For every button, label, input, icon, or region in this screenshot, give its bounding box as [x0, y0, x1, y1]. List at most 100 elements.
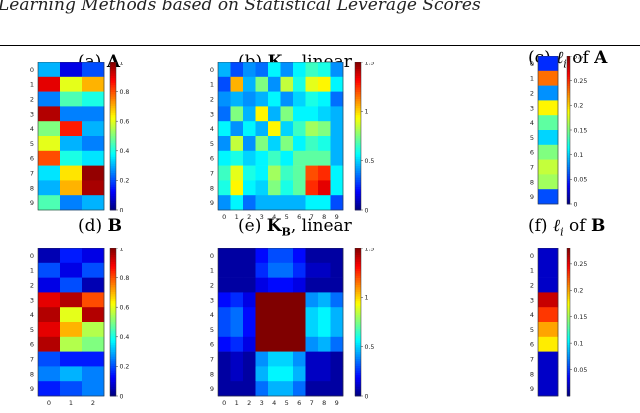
heatmap-cell [293, 322, 306, 338]
colorbar-segment [567, 322, 570, 325]
panel-e-title-math: K [266, 216, 282, 236]
colorbar-segment [355, 166, 361, 169]
colorbar-segment [110, 379, 116, 383]
heatmap-cell [305, 366, 319, 382]
colorbar-tick-label: 0.6 [120, 305, 130, 312]
colorbar-segment [567, 167, 570, 170]
heatmap-cell [280, 150, 294, 166]
colorbar-segment [110, 196, 116, 199]
heatmap-cell [38, 165, 61, 181]
x-tick-label: 1 [235, 399, 239, 407]
colorbar-segment [110, 368, 116, 371]
heatmap-cell [305, 195, 319, 211]
heatmap-cell [82, 366, 105, 382]
colorbar-segment [110, 200, 116, 204]
colorbar-tick-label: 0.4 [120, 334, 130, 341]
heatmap-cell [82, 150, 105, 166]
colorbar-segment [110, 278, 116, 281]
heatmap-cell [60, 292, 83, 308]
colorbar-segment [110, 354, 116, 358]
x-tick-label: 7 [310, 399, 314, 407]
colorbar-segment [110, 273, 116, 277]
heatmap-cell [330, 62, 344, 78]
colorbar-segment [567, 391, 570, 395]
x-tick-label: 6 [297, 399, 301, 407]
colorbar-segment [355, 259, 361, 263]
heatmap-cell [538, 351, 559, 367]
colorbar-segment [355, 368, 361, 371]
heatmap-cell [230, 121, 244, 137]
heatmap-cell [218, 91, 231, 107]
colorbar-segment [355, 94, 361, 98]
colorbar-segment [110, 68, 116, 72]
colorbar-tick-label: 0.05 [574, 177, 588, 184]
colorbar-segment [355, 379, 361, 383]
heatmap-cell [268, 195, 281, 211]
colorbar-segment [110, 154, 116, 158]
heatmap-cell [280, 336, 294, 352]
heatmap-cell [305, 62, 319, 78]
heatmap-cell [538, 159, 559, 175]
heatmap-cell [538, 115, 559, 131]
heatmap-cell [38, 106, 61, 122]
y-tick-label: 1 [30, 81, 34, 89]
heatmap-cell [268, 91, 281, 107]
heatmap-cell [293, 336, 306, 352]
heatmap-cell [230, 180, 244, 196]
colorbar-segment [110, 75, 116, 79]
colorbar-segment [110, 312, 116, 316]
heatmap-cell [230, 262, 244, 278]
heatmap-cell [318, 351, 331, 367]
colorbar-segment [355, 105, 361, 109]
heatmap-cell [38, 381, 61, 397]
heatmap-cell [330, 165, 344, 181]
heatmap-cell [230, 165, 244, 181]
colorbar-segment [355, 291, 361, 295]
colorbar-segment [355, 184, 361, 188]
heatmap-cell [255, 351, 269, 367]
colorbar-segment [355, 117, 361, 121]
heatmap-cell [218, 366, 231, 382]
colorbar-segment [355, 319, 361, 323]
heatmap-cell [280, 76, 294, 92]
heatmap-cell [230, 336, 244, 352]
colorbar-segment [567, 60, 570, 64]
colorbar-segment [110, 319, 116, 323]
colorbar-segment [355, 115, 361, 118]
heatmap-cell [38, 180, 61, 196]
heatmap-cell [330, 351, 344, 367]
colorbar-segment [110, 347, 116, 351]
colorbar-segment [110, 140, 116, 144]
colorbar-segment [110, 203, 116, 206]
y-tick-label: 9 [30, 199, 34, 207]
heatmap-cell [305, 307, 319, 323]
heatmap-cell [318, 381, 331, 397]
colorbar-segment [110, 363, 116, 367]
heatmap-cell [318, 180, 331, 196]
colorbar-segment [567, 125, 570, 129]
plot-frame [37, 248, 105, 397]
heatmap-cell [230, 248, 244, 264]
colorbar-segment [567, 109, 570, 112]
colorbar-segment [567, 83, 570, 87]
plot-frame [217, 248, 344, 397]
y-tick-label: 5 [30, 140, 34, 148]
panel-c-title-ell: ℓ [556, 48, 564, 68]
heatmap-cell [255, 277, 269, 293]
colorbar-tick-label: 0.3 [574, 56, 584, 60]
heatmap-cell [255, 165, 269, 181]
colorbar-segment [567, 185, 570, 189]
heatmap-cell [243, 180, 256, 196]
colorbar-segment [567, 294, 570, 297]
colorbar-segment [355, 252, 361, 256]
heatmap-cell [318, 62, 331, 78]
colorbar-segment [355, 168, 361, 172]
colorbar-segment [355, 326, 361, 330]
heatmap-cell [268, 136, 281, 152]
heatmap-cell [293, 150, 306, 166]
colorbar-segment [110, 94, 116, 98]
colorbar-segment [110, 254, 116, 258]
y-tick-label: 4 [530, 119, 534, 127]
colorbar-segment [110, 365, 116, 369]
colorbar-segment [567, 386, 570, 390]
